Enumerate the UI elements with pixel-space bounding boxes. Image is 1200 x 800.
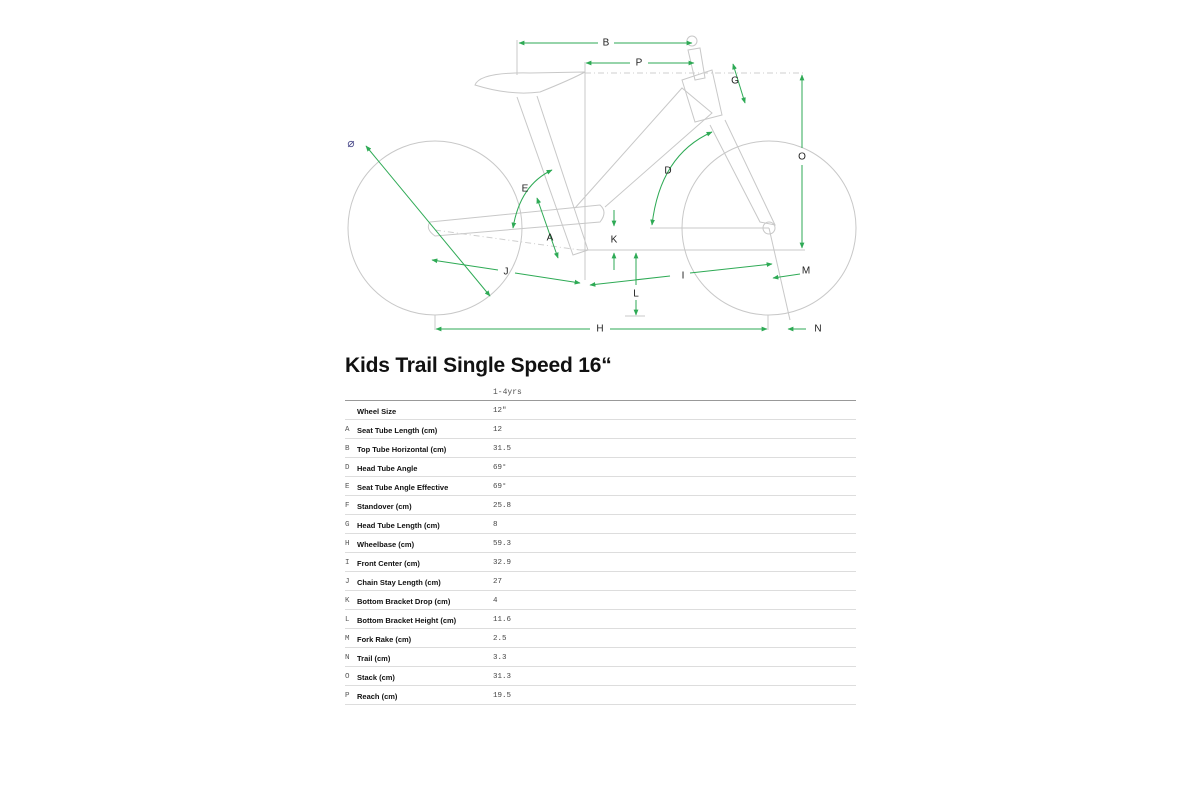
- saddle: [474, 71, 586, 94]
- dimension-lines: [365, 40, 806, 332]
- label-l: L: [633, 289, 639, 300]
- row-value: 11.6: [493, 616, 512, 624]
- row-label: Wheelbase (cm): [357, 540, 415, 549]
- row-value: 3.3: [493, 654, 507, 662]
- table-row: E Seat Tube Angle Effective 69°: [345, 477, 856, 496]
- table-row: Wheel Size 12": [345, 401, 856, 420]
- row-label: Standover (cm): [357, 502, 412, 511]
- row-letter: O: [345, 673, 350, 681]
- row-value: 31.5: [493, 445, 512, 453]
- stem: [687, 47, 706, 81]
- row-label: Chain Stay Length (cm): [357, 578, 441, 587]
- row-letter: P: [345, 692, 350, 700]
- table-row: I Front Center (cm) 32.9: [345, 553, 856, 572]
- dimension-labels: B P G O D E A K L J I M H N ⌀: [347, 36, 822, 335]
- row-value: 12: [493, 426, 503, 434]
- label-h: H: [596, 324, 603, 335]
- row-value: 2.5: [493, 635, 507, 643]
- row-letter: K: [345, 597, 350, 605]
- row-label: Seat Tube Length (cm): [357, 426, 438, 435]
- row-label: Head Tube Length (cm): [357, 521, 440, 530]
- row-label: Bottom Bracket Height (cm): [357, 616, 457, 625]
- row-letter: E: [345, 483, 350, 491]
- row-label: Top Tube Horizontal (cm): [357, 445, 447, 454]
- table-row: M Fork Rake (cm) 2.5: [345, 629, 856, 648]
- row-letter: N: [345, 654, 350, 662]
- label-g: G: [731, 76, 739, 87]
- table-row: B Top Tube Horizontal (cm) 31.5: [345, 439, 856, 458]
- label-e: E: [522, 184, 529, 195]
- table-row: G Head Tube Length (cm) 8: [345, 515, 856, 534]
- label-p: P: [636, 58, 643, 69]
- row-label: Seat Tube Angle Effective: [357, 483, 449, 492]
- table-row: O Stack (cm) 31.3: [345, 667, 856, 686]
- label-n: N: [814, 324, 821, 335]
- row-value: 69°: [493, 483, 507, 491]
- chain-stay: [427, 204, 605, 237]
- table-row: A Seat Tube Length (cm) 12: [345, 420, 856, 439]
- page-title: Kids Trail Single Speed 16“: [345, 354, 612, 377]
- row-letter: A: [345, 426, 350, 434]
- table-header: 1-4yrs: [345, 384, 856, 401]
- table-row: N Trail (cm) 3.3: [345, 648, 856, 667]
- row-value: 8: [493, 521, 498, 529]
- row-letter: I: [345, 559, 350, 567]
- row-value: 25.8: [493, 502, 512, 510]
- label-j: J: [504, 267, 509, 278]
- row-value: 19.5: [493, 692, 512, 700]
- label-d: D: [664, 166, 671, 177]
- table-row: P Reach (cm) 19.5: [345, 686, 856, 705]
- row-label: Trail (cm): [357, 654, 391, 663]
- row-letter: G: [345, 521, 350, 529]
- table-row: J Chain Stay Length (cm) 27: [345, 572, 856, 591]
- row-label: Bottom Bracket Drop (cm): [357, 597, 451, 606]
- label-i: I: [682, 271, 685, 282]
- row-letter: B: [345, 445, 350, 453]
- label-b: B: [603, 38, 610, 49]
- head-tube: [681, 69, 723, 123]
- row-value: 69°: [493, 464, 507, 472]
- row-letter: H: [345, 540, 350, 548]
- row-letter: F: [345, 502, 350, 510]
- table-row: H Wheelbase (cm) 59.3: [345, 534, 856, 553]
- table-row: F Standover (cm) 25.8: [345, 496, 856, 515]
- seat-tube: [516, 95, 589, 256]
- row-label: Head Tube Angle: [357, 464, 418, 473]
- row-value: 4: [493, 597, 498, 605]
- table-row: L Bottom Bracket Height (cm) 11.6: [345, 610, 856, 629]
- label-m: M: [802, 266, 810, 277]
- row-value: 12": [493, 407, 507, 415]
- table-row: K Bottom Bracket Drop (cm) 4: [345, 591, 856, 610]
- label-k: K: [611, 235, 618, 246]
- down-tube: [574, 87, 713, 209]
- fork: [709, 119, 776, 226]
- geometry-table: 1-4yrs Wheel Size 12" A Seat Tube Length (c…: [345, 384, 856, 705]
- row-value: 31.3: [493, 673, 512, 681]
- row-label: Reach (cm): [357, 692, 398, 701]
- bike-geometry-diagram: B P G O D E A K L J I M H N ⌀: [347, 35, 857, 335]
- row-value: 59.3: [493, 540, 512, 548]
- row-label: Wheel Size: [357, 407, 397, 416]
- row-letter: J: [345, 578, 350, 586]
- row-value: 27: [493, 578, 503, 586]
- rear-wheel: [347, 140, 523, 316]
- size-column-header: 1-4yrs: [493, 388, 522, 397]
- table-row: D Head Tube Angle 69°: [345, 458, 856, 477]
- row-label: Stack (cm): [357, 673, 395, 682]
- row-label: Fork Rake (cm): [357, 635, 412, 644]
- row-letter: D: [345, 464, 350, 472]
- label-diameter: ⌀: [347, 136, 354, 150]
- label-a: A: [547, 233, 554, 244]
- handlebar: [686, 35, 698, 47]
- row-value: 32.9: [493, 559, 512, 567]
- row-letter: L: [345, 616, 350, 624]
- row-letter: M: [345, 635, 350, 643]
- row-label: Front Center (cm): [357, 559, 420, 568]
- label-o: O: [798, 152, 806, 163]
- bike-frame: [347, 35, 857, 330]
